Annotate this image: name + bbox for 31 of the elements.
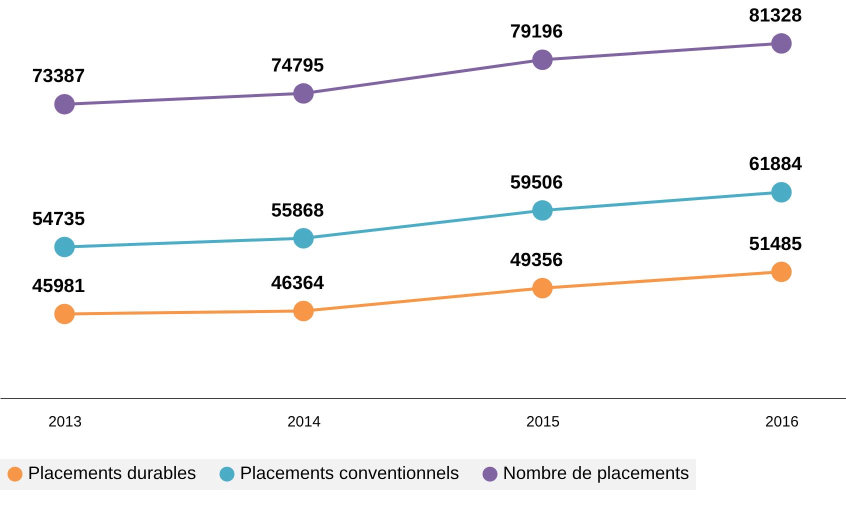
legend-label: Placements durables	[28, 463, 196, 484]
x-tick-label: 2015	[526, 414, 560, 430]
point	[54, 236, 75, 258]
point	[532, 50, 553, 70]
data-label: 73387	[32, 66, 85, 88]
data-label: 51485	[749, 234, 802, 255]
point	[532, 200, 553, 221]
data-label: 55868	[271, 200, 324, 222]
point	[293, 228, 314, 249]
data-label: 74795	[271, 55, 324, 76]
data-label: 79196	[510, 22, 563, 43]
point	[771, 33, 792, 54]
x-tick-label: 2014	[287, 414, 321, 430]
data-label: 45981	[32, 276, 86, 297]
data-label: 81328	[749, 5, 802, 26]
legend-label: Placements conventionnels	[240, 463, 460, 484]
point	[54, 94, 75, 114]
point	[54, 304, 75, 324]
data-label: 54735	[32, 208, 86, 230]
x-tick-label: 2013	[48, 414, 82, 430]
data-label: 46364	[271, 273, 324, 294]
data-label: 59506	[510, 172, 563, 194]
x-tick-label: 2016	[765, 414, 799, 430]
data-label: 49356	[510, 250, 563, 272]
point	[532, 278, 553, 298]
point	[293, 300, 314, 322]
data-label: 61884	[749, 154, 802, 176]
point	[771, 262, 792, 282]
point	[293, 83, 314, 104]
point	[771, 182, 792, 202]
legend-label: Nombre de placements	[503, 463, 690, 484]
